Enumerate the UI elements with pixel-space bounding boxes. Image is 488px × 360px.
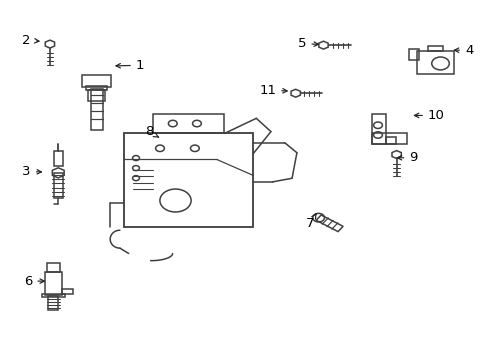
Bar: [88, 90, 105, 101]
Bar: [123, 134, 252, 226]
Bar: [41, 294, 65, 297]
Text: 9: 9: [397, 151, 417, 164]
Bar: [427, 45, 442, 51]
Bar: [371, 114, 385, 144]
Text: 11: 11: [259, 84, 286, 97]
Bar: [371, 134, 406, 144]
Text: 10: 10: [413, 109, 444, 122]
Text: 5: 5: [297, 37, 318, 50]
Bar: [62, 289, 73, 294]
Bar: [47, 263, 60, 272]
Text: 4: 4: [453, 44, 472, 57]
Bar: [48, 296, 58, 310]
Bar: [408, 49, 418, 60]
Text: 2: 2: [22, 33, 39, 47]
Bar: [54, 173, 62, 198]
Text: 8: 8: [144, 125, 158, 138]
Text: 6: 6: [24, 275, 44, 288]
Bar: [153, 114, 224, 134]
Text: 1: 1: [116, 59, 144, 72]
Bar: [91, 89, 102, 130]
Text: 7: 7: [305, 213, 316, 230]
Bar: [82, 75, 111, 87]
Bar: [44, 272, 62, 296]
Text: 3: 3: [22, 165, 41, 178]
Bar: [54, 151, 62, 166]
Bar: [86, 86, 107, 90]
Bar: [385, 138, 395, 144]
Bar: [416, 51, 453, 74]
